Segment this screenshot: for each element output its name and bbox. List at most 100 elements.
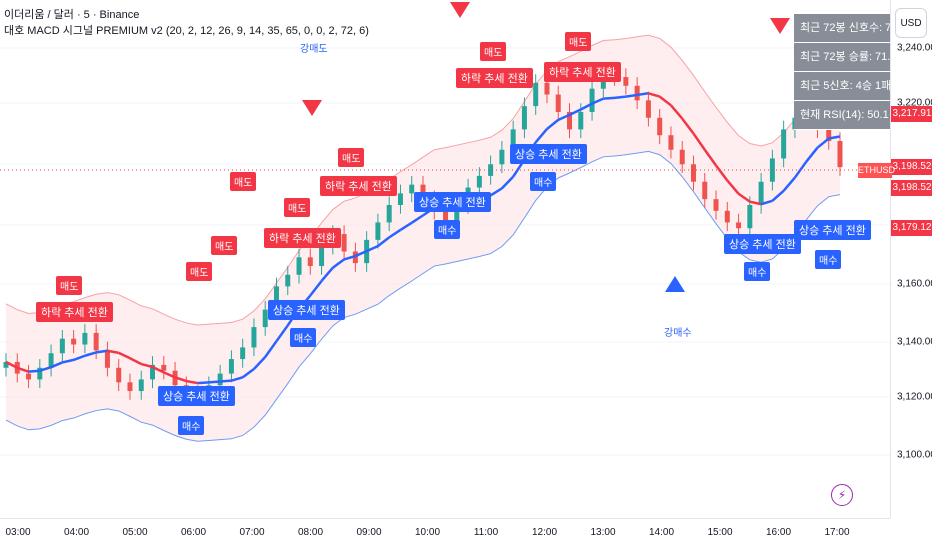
basis-line <box>73 354 86 362</box>
basis-line <box>332 258 345 269</box>
basis-line <box>388 228 402 239</box>
candle-body <box>37 367 43 380</box>
candle-body <box>454 204 460 226</box>
upper-band <box>5 34 841 326</box>
candlestick-chart[interactable] <box>0 0 890 518</box>
candle-body <box>443 210 449 226</box>
sell-marker: 매도 <box>230 172 257 191</box>
price-tick-label: 3,140.00 <box>897 336 932 348</box>
candle-body <box>713 199 719 211</box>
candle-body <box>296 257 302 275</box>
candle-body <box>657 117 663 136</box>
candle-body <box>488 164 494 176</box>
basis-line <box>692 132 706 151</box>
basis-line <box>163 371 176 379</box>
candle-body <box>533 82 539 107</box>
basis-line <box>591 97 604 105</box>
candle-body <box>510 129 516 150</box>
up-trend-signal: 상승 추세 전환 <box>414 192 491 212</box>
basis-line <box>636 92 649 97</box>
basis-line <box>715 164 729 182</box>
candle-body <box>262 309 268 328</box>
candle-body <box>826 129 832 142</box>
basis-line <box>411 214 424 224</box>
basis-line <box>220 379 232 383</box>
strong-sell-triangle <box>450 2 470 18</box>
basis-line <box>399 221 413 231</box>
strong-buy-triangle <box>665 276 685 292</box>
candle-body <box>251 327 257 348</box>
candle-body <box>521 106 527 130</box>
candle-body <box>104 350 110 368</box>
candle-body <box>690 164 696 182</box>
candle-body <box>341 234 347 252</box>
basis-line <box>726 179 740 195</box>
time-tick-label: 10:00 <box>414 527 441 538</box>
candle-body <box>82 332 88 345</box>
candle-body <box>578 111 584 130</box>
candle-body <box>420 184 426 200</box>
sell-marker: 매도 <box>186 262 213 281</box>
down-trend-signal: 하락 추세 전환 <box>456 68 533 88</box>
symbol-tag: ETHUSD <box>858 163 895 178</box>
basis-line <box>580 102 593 111</box>
basis-line <box>62 358 74 364</box>
basis-line <box>737 192 751 203</box>
sell-marker: 매도 <box>565 32 592 51</box>
basis-line <box>749 200 762 206</box>
basis-line <box>174 376 187 383</box>
basis-line <box>782 176 796 192</box>
basis-line <box>5 360 18 369</box>
chart-plot-area[interactable] <box>0 0 890 518</box>
candle-body <box>375 222 381 240</box>
stats-table: 최근 72봉 신호수: 7 최근 72봉 승률: 71.4% 최근 5신호: 4… <box>794 14 890 130</box>
strong-sell-label: 강매도 <box>300 44 328 55</box>
sell-marker: 매도 <box>211 236 238 255</box>
basis-line <box>39 366 52 372</box>
currency-button[interactable]: USD <box>895 8 927 38</box>
candle-body <box>26 373 32 380</box>
price-tick-label: 3,120.00 <box>897 391 932 403</box>
candle-body <box>567 111 573 130</box>
price-tag: 3,179.12 <box>891 220 932 236</box>
up-trend-signal: 상승 추세 전환 <box>794 220 871 240</box>
price-tag: 3,198.52 <box>891 159 932 175</box>
basis-line <box>669 104 684 120</box>
candle-body <box>645 100 651 118</box>
time-tick-label: 14:00 <box>648 527 675 538</box>
basis-line <box>16 366 29 373</box>
buy-marker: 매수 <box>434 220 461 239</box>
basis-line <box>703 149 718 167</box>
down-trend-signal: 하락 추세 전환 <box>36 302 113 322</box>
basis-line <box>197 381 209 385</box>
strong-sell-triangle <box>302 100 322 116</box>
up-trend-signal: 상승 추세 전환 <box>268 300 345 320</box>
time-axis[interactable]: 03:00 04:00 05:00 06:00 07:00 08:00 09:00 10:00… <box>0 518 890 551</box>
candle-body <box>499 149 505 165</box>
basis-line <box>186 379 198 385</box>
basis-line <box>805 146 819 163</box>
lightning-icon[interactable]: ⚡ <box>831 484 853 506</box>
time-tick-label: 05:00 <box>122 527 148 538</box>
price-tick-label: 3,160.00 <box>897 278 932 290</box>
up-trend-signal: 상승 추세 전환 <box>724 234 801 254</box>
basis-line <box>151 365 165 374</box>
basis-line <box>309 280 323 297</box>
time-tick-label: 03:00 <box>5 527 31 538</box>
stat-rsi: 현재 RSI(14): 50.1 <box>794 101 890 130</box>
candle-body <box>240 347 246 360</box>
buy-marker: 매수 <box>290 328 317 347</box>
buy-marker: 매수 <box>530 172 557 191</box>
candle-body <box>138 379 144 392</box>
band-fill <box>6 35 840 442</box>
candle-body <box>758 181 764 205</box>
sell-marker: 매도 <box>480 42 507 61</box>
basis-line <box>140 362 153 369</box>
time-tick-label: 16:00 <box>765 527 792 538</box>
price-axis[interactable]: 3,240.003,220.003,200.003,180.003,160.00… <box>890 0 932 518</box>
candle-body <box>589 88 595 112</box>
indicator-title[interactable]: 대호 MACD 시그널 PREMIUM v2 (20, 2, 12, 26, 9… <box>4 25 369 37</box>
candle-body <box>668 135 674 150</box>
candle-body <box>555 94 561 112</box>
basis-line <box>828 135 841 140</box>
